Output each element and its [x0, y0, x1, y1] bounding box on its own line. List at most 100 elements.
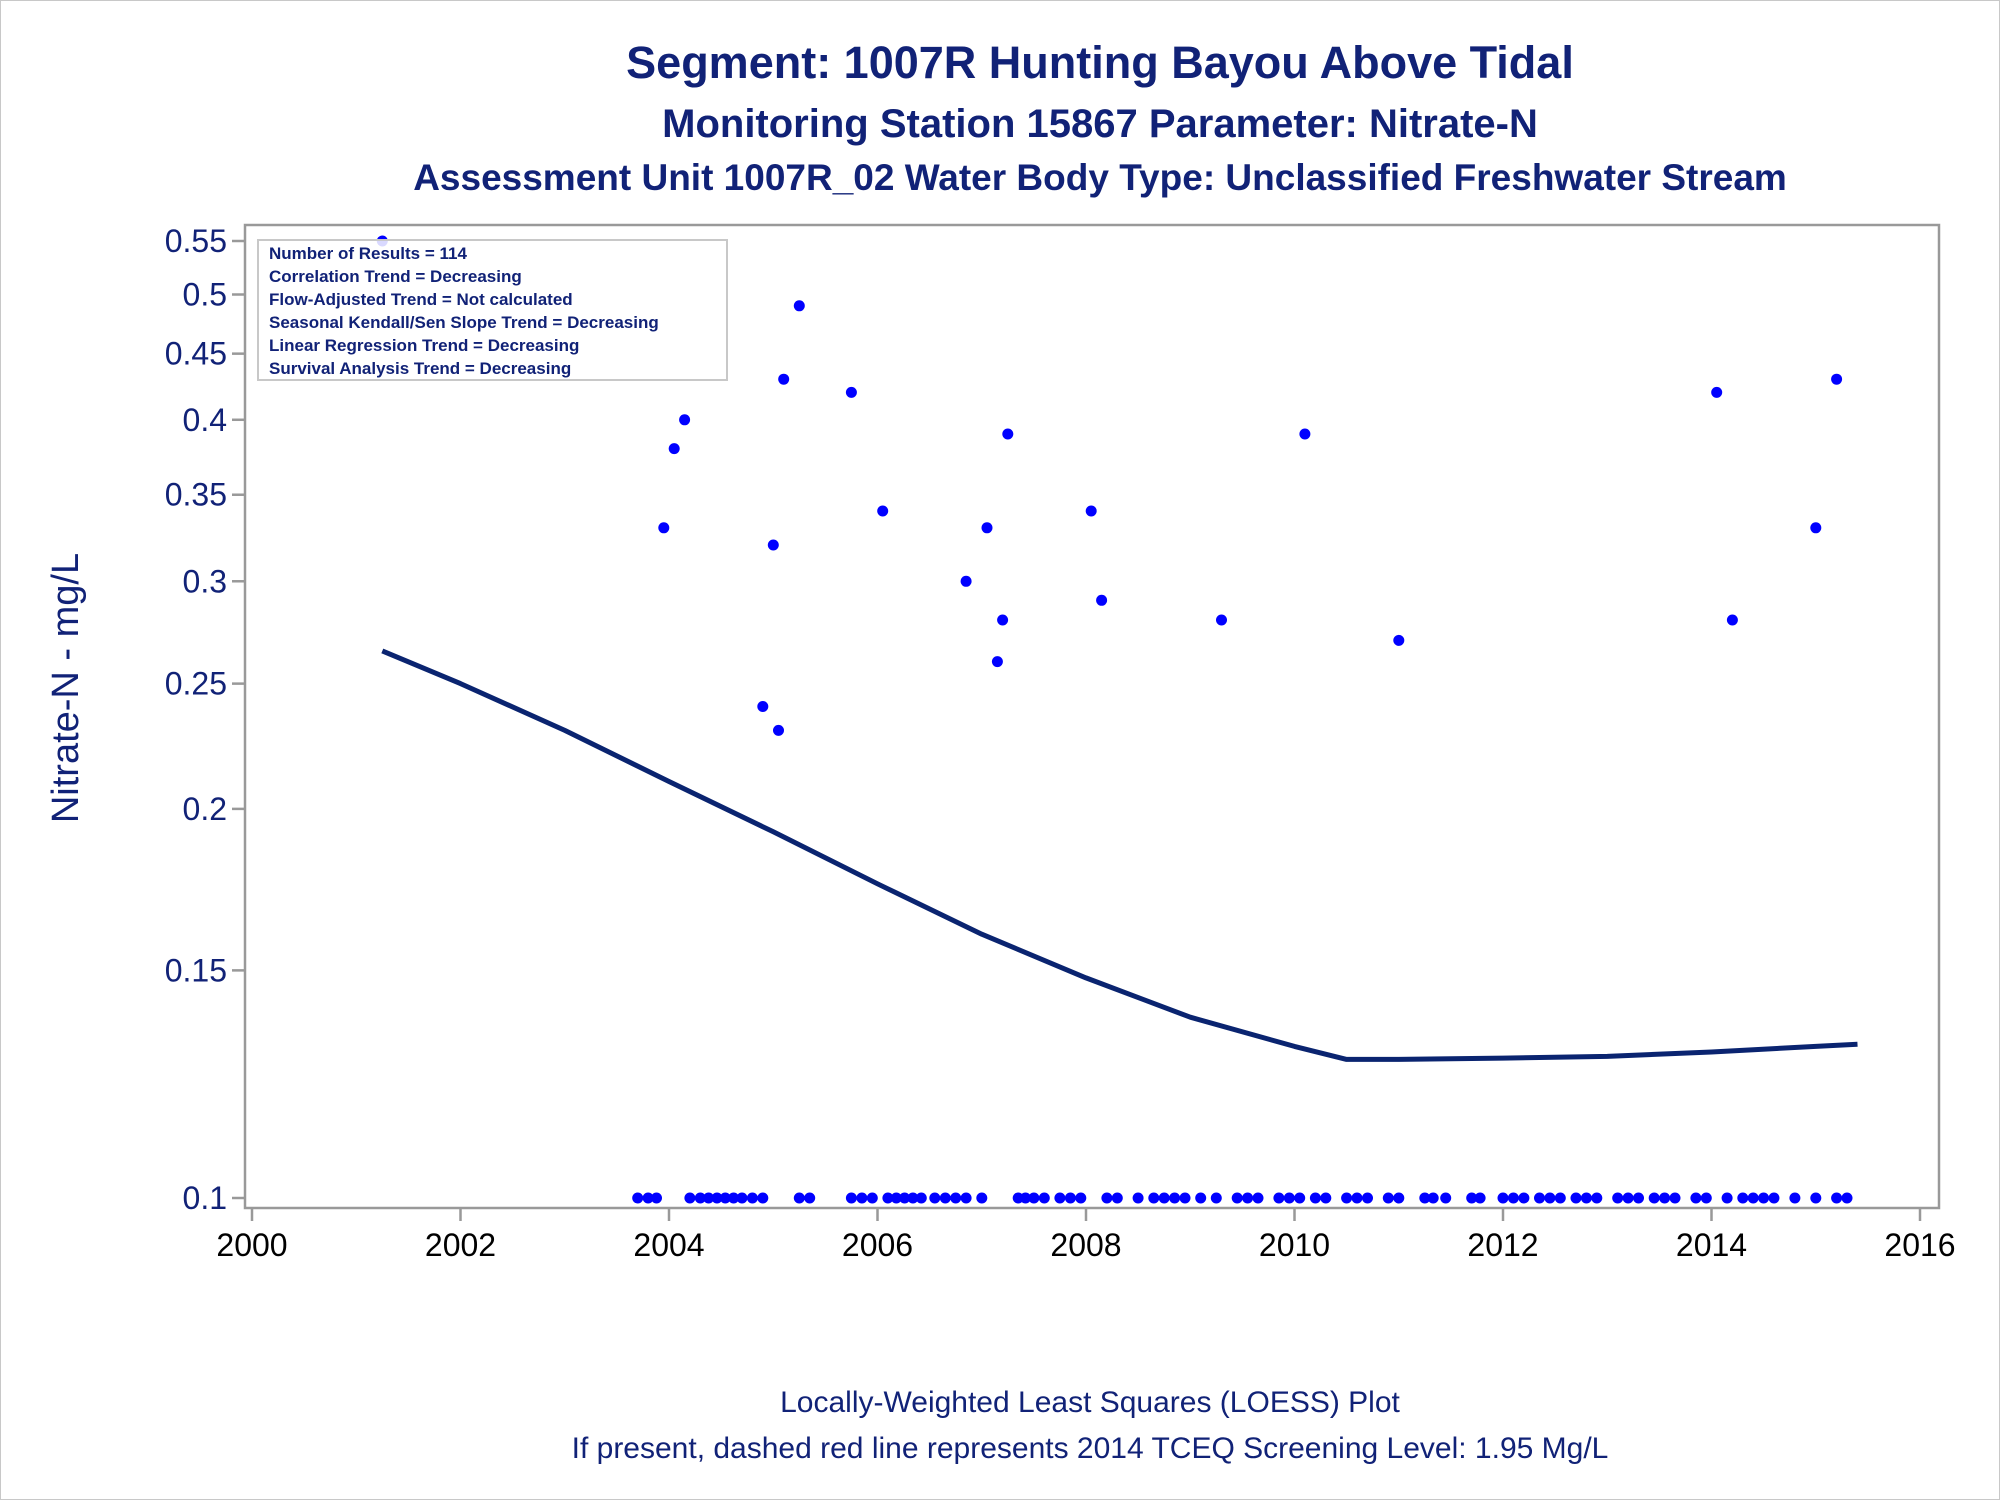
data-point	[668, 443, 680, 455]
y-tick-label: 0.2	[183, 791, 227, 827]
loess-line	[381, 648, 1858, 1062]
x-tick-label: 2006	[842, 1227, 913, 1263]
data-point	[736, 1192, 748, 1204]
data-point	[1690, 1192, 1702, 1204]
data-point	[1393, 1192, 1405, 1204]
y-tick-label: 0.55	[165, 223, 227, 259]
data-point	[1810, 1192, 1822, 1204]
data-point	[1419, 1192, 1431, 1204]
data-point	[1570, 1192, 1582, 1204]
y-tick-label: 0.35	[165, 477, 227, 513]
data-point	[793, 300, 805, 312]
x-tick-label: 2014	[1676, 1227, 1747, 1263]
data-point	[1700, 1192, 1712, 1204]
data-point	[1101, 1192, 1113, 1204]
stats-line: Number of Results = 114	[269, 244, 467, 263]
stats-line: Linear Regression Trend = Decreasing	[269, 336, 579, 355]
data-point	[793, 1192, 805, 1204]
x-tick-label: 2002	[425, 1227, 496, 1263]
footnote-loess: Locally-Weighted Least Squares (LOESS) P…	[780, 1386, 1400, 1419]
data-point	[658, 522, 670, 534]
data-point	[1648, 1192, 1660, 1204]
data-point	[915, 1192, 927, 1204]
data-point	[882, 1192, 894, 1204]
data-point	[651, 1192, 662, 1204]
stats-line: Survival Analysis Trend = Decreasing	[269, 359, 571, 378]
data-point	[684, 1192, 696, 1204]
data-point	[997, 614, 1009, 626]
data-point	[1341, 1192, 1353, 1204]
chart-subtitle-assessment: Assessment Unit 1007R_02 Water Body Type…	[413, 157, 1787, 198]
data-point	[866, 1192, 878, 1204]
data-point	[1231, 1192, 1243, 1204]
data-point	[632, 1192, 644, 1204]
y-axis: 0.1 0.15 0.2 0.25 0.3 0.35 0.4 0.45 0.5 0.55	[165, 223, 245, 1216]
data-point	[1831, 1192, 1843, 1204]
data-point	[899, 1192, 911, 1204]
data-point	[1158, 1192, 1170, 1204]
data-point	[1831, 373, 1843, 385]
data-point	[1659, 1192, 1671, 1204]
data-point	[1721, 1192, 1733, 1204]
data-point	[1309, 1192, 1321, 1204]
data-point	[1169, 1192, 1181, 1204]
y-tick-label: 0.3	[183, 563, 227, 599]
data-point	[1299, 428, 1311, 440]
x-tick-label: 2004	[633, 1227, 704, 1263]
data-point	[1028, 1192, 1040, 1204]
data-point	[804, 1192, 816, 1204]
data-point	[728, 1192, 740, 1204]
data-point	[1075, 1192, 1087, 1204]
data-point	[1474, 1192, 1486, 1204]
y-tick-label: 0.1	[183, 1180, 227, 1216]
y-tick-label: 0.25	[165, 666, 227, 702]
data-point	[1747, 1192, 1759, 1204]
data-point	[976, 1192, 988, 1204]
data-point	[856, 1192, 868, 1204]
data-point	[845, 386, 857, 398]
data-point	[1758, 1192, 1770, 1204]
data-point	[703, 1192, 715, 1204]
data-point	[845, 1192, 857, 1204]
data-point	[1020, 1192, 1031, 1204]
data-point	[1132, 1192, 1144, 1204]
data-point	[1096, 594, 1108, 606]
data-point	[1789, 1192, 1801, 1204]
data-point	[1210, 1192, 1222, 1204]
data-point	[950, 1192, 962, 1204]
data-point	[1440, 1192, 1452, 1204]
data-point	[757, 701, 769, 712]
footnote-screening-level: If present, dashed red line represents 2…	[572, 1432, 1609, 1465]
data-point	[1810, 522, 1822, 534]
data-point	[1507, 1192, 1519, 1204]
data-point	[778, 373, 790, 385]
data-point	[1534, 1192, 1545, 1204]
data-point	[1294, 1192, 1306, 1204]
data-point	[719, 1192, 731, 1204]
data-point	[1179, 1192, 1191, 1204]
data-point	[1633, 1192, 1644, 1204]
data-point	[890, 1192, 902, 1204]
data-point	[1544, 1192, 1556, 1204]
data-point	[991, 656, 1003, 668]
data-point	[1554, 1192, 1566, 1204]
data-point	[757, 1192, 769, 1204]
data-point	[877, 505, 889, 517]
x-tick-label: 2010	[1259, 1227, 1330, 1263]
data-point	[1054, 1192, 1066, 1204]
x-tick-label: 2016	[1884, 1227, 1955, 1263]
data-point	[1427, 1192, 1439, 1204]
data-point	[1252, 1192, 1264, 1204]
data-point	[1362, 1192, 1373, 1204]
data-point	[711, 1192, 723, 1204]
x-tick-label: 2012	[1467, 1227, 1538, 1263]
x-axis: 2000 2002 2004 2006 2008 2010 2012 2014 2016	[216, 1208, 1956, 1263]
y-tick-label: 0.45	[165, 336, 227, 372]
data-point	[1466, 1192, 1478, 1204]
data-point	[1393, 634, 1405, 646]
data-point	[1737, 1192, 1749, 1204]
data-point	[960, 575, 972, 587]
data-point	[679, 414, 691, 426]
data-point	[907, 1192, 919, 1204]
data-point	[1711, 386, 1723, 398]
